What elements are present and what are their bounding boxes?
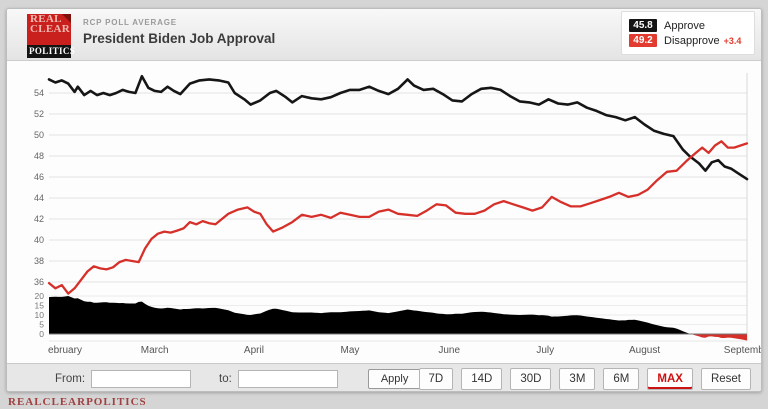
svg-text:April: April	[244, 345, 264, 356]
svg-text:36: 36	[34, 277, 44, 287]
svg-text:July: July	[536, 345, 554, 356]
header: REAL CLEAR POLITICS RCP POLL AVERAGE Pre…	[7, 9, 761, 61]
svg-text:March: March	[141, 345, 169, 356]
svg-text:June: June	[438, 345, 460, 356]
svg-text:10: 10	[35, 310, 45, 320]
range-button-max[interactable]: MAX	[647, 367, 693, 390]
logo-text-politics: POLITICS	[27, 45, 76, 58]
approve-value-badge: 45.8	[629, 19, 657, 32]
range-button-group: 7D 14D 30D 3M 6M MAX Reset	[418, 367, 751, 390]
svg-text:54: 54	[34, 88, 44, 98]
range-button-30d[interactable]: 30D	[510, 367, 552, 390]
legend-row-disapprove: 49.2 Disapprove +3.4	[629, 34, 747, 47]
svg-text:46: 46	[34, 172, 44, 182]
to-label: to:	[219, 372, 232, 385]
approve-label: Approve	[664, 19, 705, 32]
page-title: President Biden Job Approval	[83, 31, 276, 46]
rcp-logo: REAL CLEAR POLITICS	[27, 13, 76, 58]
range-button-6m[interactable]: 6M	[603, 367, 640, 390]
legend-row-approve: 45.8 Approve	[629, 19, 747, 32]
chart-area: 54 52 50 48 46 44 42 40 38 36 20 15 10 5 0 ebruary March…	[7, 61, 761, 363]
svg-text:38: 38	[34, 256, 44, 266]
svg-text:15: 15	[35, 301, 45, 311]
disapprove-label: Disapprove	[664, 34, 720, 47]
svg-text:ebruary: ebruary	[48, 345, 82, 356]
logo-text-clear: CLEAR	[30, 23, 71, 35]
logo-fold-corner	[62, 14, 71, 23]
logo-text-real: REAL	[30, 13, 62, 25]
svg-text:May: May	[341, 345, 360, 356]
apply-button[interactable]: Apply	[367, 368, 422, 389]
svg-text:40: 40	[34, 235, 44, 245]
svg-text:20: 20	[35, 291, 45, 301]
range-button-14d[interactable]: 14D	[461, 367, 503, 390]
range-button-7d[interactable]: 7D	[418, 367, 454, 390]
reset-button[interactable]: Reset	[700, 367, 751, 390]
from-date-input[interactable]	[91, 369, 192, 388]
svg-text:48: 48	[34, 151, 44, 161]
poll-average-kicker: RCP POLL AVERAGE	[83, 18, 177, 27]
range-button-3m[interactable]: 3M	[559, 367, 596, 390]
svg-text:42: 42	[34, 214, 44, 224]
disapprove-change: +3.4	[723, 35, 742, 46]
poll-card: REAL CLEAR POLITICS RCP POLL AVERAGE Pre…	[6, 8, 762, 392]
svg-text:0: 0	[39, 329, 44, 339]
svg-text:50: 50	[34, 130, 44, 140]
svg-text:August: August	[629, 345, 660, 356]
disapprove-value-badge: 49.2	[629, 34, 657, 47]
svg-text:Septemb: Septemb	[724, 345, 762, 356]
svg-text:52: 52	[34, 109, 44, 119]
svg-text:5: 5	[39, 320, 44, 330]
svg-text:44: 44	[34, 193, 44, 203]
legend-box: 45.8 Approve 49.2 Disapprove +3.4	[621, 11, 755, 55]
controls-bar: From: to: Apply 7D 14D 30D 3M 6M MAX Res…	[7, 363, 761, 391]
footer-brand: REALCLEARPOLITICS	[8, 396, 147, 408]
to-date-input[interactable]	[237, 369, 338, 388]
from-label: From:	[55, 372, 86, 385]
